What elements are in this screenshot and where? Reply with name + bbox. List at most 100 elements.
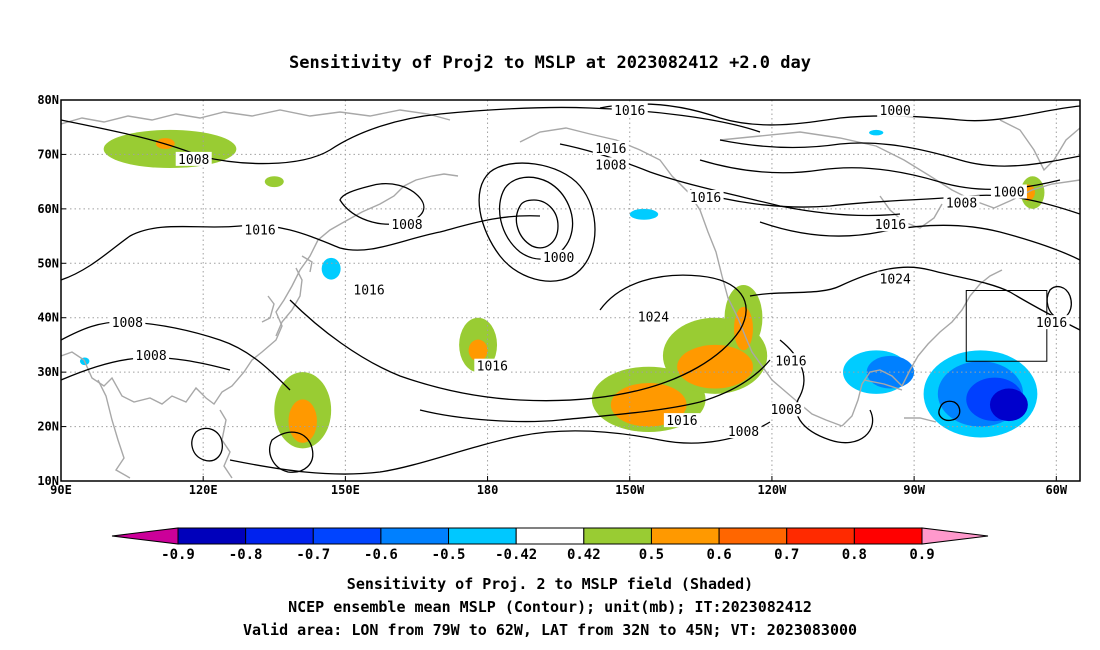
colorbar-label: 0.7	[774, 547, 799, 563]
colorbar-label: -0.6	[364, 547, 398, 563]
colorbar-segment	[786, 527, 855, 545]
contour-label: 1008	[770, 403, 801, 418]
contour-label-bg	[592, 140, 629, 155]
contour-line	[478, 162, 596, 282]
contour-line	[719, 139, 1080, 167]
x-tick-label: 150W	[615, 483, 645, 497]
x-axis-ticks: 90E 120E 150E 180 150W 120W 90W 60W	[50, 476, 1068, 497]
contour-line	[779, 339, 874, 444]
colorbar-high-end	[921, 527, 989, 545]
coastline-korea	[261, 295, 275, 323]
coastline-hudson-bay	[879, 195, 943, 229]
contour-label: 1016	[477, 360, 508, 375]
coastline-north-america-east	[901, 269, 1003, 387]
contour-label-bg	[242, 222, 279, 237]
colorbar-segment	[448, 527, 517, 545]
colorbar-segment	[177, 527, 247, 545]
y-tick-label: 80N	[37, 93, 59, 107]
contour-label: 1016	[1036, 316, 1067, 331]
contour-label: 1016	[775, 354, 806, 369]
colorbar-segment	[515, 527, 585, 545]
shaded-region-9	[288, 399, 317, 443]
colorbar-label: -0.8	[229, 547, 263, 563]
contour-label: 1000	[543, 251, 574, 266]
captions: Sensitivity of Proj. 2 to MSLP field (Sh…	[243, 575, 857, 639]
x-tick-label: 120E	[189, 483, 218, 497]
y-tick-label: 50N	[37, 256, 59, 270]
coastline-alaska	[519, 127, 723, 277]
colorbar-segment	[718, 527, 788, 545]
contour-labels: 1016 1000 1016 1008 1008 1016 1000 1008 1016 1016…	[109, 102, 1070, 440]
contour-line	[289, 274, 747, 402]
contour-label-bg	[990, 184, 1027, 199]
contour-label-bg	[943, 195, 980, 210]
colorbar-segment	[650, 527, 720, 545]
colorbar-segment	[853, 527, 923, 545]
contour-label-bg	[388, 217, 425, 232]
mslp-contours	[61, 103, 1080, 475]
colorbar-label: 0.8	[842, 547, 867, 563]
contour-label-bg	[474, 358, 511, 373]
x-tick-label: 180	[477, 483, 499, 497]
caption-line-2: NCEP ensemble mean MSLP (Contour); unit(…	[288, 598, 812, 616]
colorbar-segment	[583, 527, 652, 545]
colorbar-label: 0.9	[909, 547, 934, 563]
contour-label: 1008	[178, 153, 209, 168]
coastline-arctic	[61, 109, 451, 125]
caption-line-3: Valid area: LON from 79W to 62W, LAT fro…	[243, 621, 857, 639]
y-tick-label: 20N	[37, 420, 59, 434]
shaded-region-16	[629, 208, 659, 220]
contour-label: 1016	[690, 191, 721, 206]
coastline-greenland	[999, 119, 1080, 172]
contour-line	[689, 189, 1080, 215]
contour-label-bg	[687, 189, 724, 204]
contour-label-bg	[877, 271, 914, 286]
contour-line	[938, 400, 961, 422]
colorbar-segment	[312, 527, 382, 545]
contour-line	[269, 431, 314, 473]
contour-label-bg	[725, 424, 762, 439]
coastline-north-america-west	[721, 275, 843, 427]
contour-label: 1000	[993, 186, 1024, 201]
contour-label-bg	[772, 353, 809, 368]
shaded-region-12	[677, 344, 753, 389]
coastlines	[61, 109, 1080, 479]
caption-line-1: Sensitivity of Proj. 2 to MSLP field (Sh…	[347, 575, 753, 593]
contour-line	[749, 266, 1080, 331]
contour-label: 1016	[875, 218, 906, 233]
colorbar-label: -0.9	[161, 547, 195, 563]
contour-line	[599, 103, 1080, 126]
contour-label: 1008	[391, 218, 422, 233]
coastline-indochina	[97, 379, 131, 479]
shaded-region-13	[734, 306, 753, 351]
contour-label: 1016	[353, 284, 384, 299]
y-tick-label: 60N	[37, 202, 59, 216]
contour-label: 1008	[946, 196, 977, 211]
contour-line	[419, 359, 771, 423]
contour-line	[759, 221, 1080, 261]
contour-line	[339, 183, 425, 225]
y-tick-label: 30N	[37, 365, 59, 379]
coastline-mexico	[841, 369, 903, 427]
contour-label-bg	[540, 249, 577, 264]
contour-line	[61, 321, 291, 391]
contour-line	[61, 215, 541, 281]
coastline-canada-north	[719, 131, 1080, 209]
contour-label-bg	[768, 402, 805, 417]
colorbar-label: -0.7	[296, 547, 330, 563]
contour-line	[191, 427, 223, 462]
shaded-region-0	[103, 129, 237, 169]
contour-label-bg	[175, 151, 212, 166]
colorbar-segment	[245, 527, 314, 545]
contour-label: 1008	[112, 316, 143, 331]
contour-label-bg	[133, 347, 170, 362]
x-tick-label: 90W	[903, 483, 925, 497]
contour-line	[1046, 285, 1072, 319]
colorbar-label: 0.42	[567, 547, 601, 563]
x-tick-label: 150E	[331, 483, 360, 497]
coastline-japan	[275, 255, 313, 337]
y-axis-ticks: 10N 20N 30N 40N 50N 60N 70N 80N	[37, 93, 66, 488]
plot-frame	[60, 99, 1081, 482]
coastline-asia	[61, 173, 459, 406]
map-plot-area: 1016 1000 1016 1008 1008 1016 1000 1008 1016 1016…	[61, 100, 1080, 481]
